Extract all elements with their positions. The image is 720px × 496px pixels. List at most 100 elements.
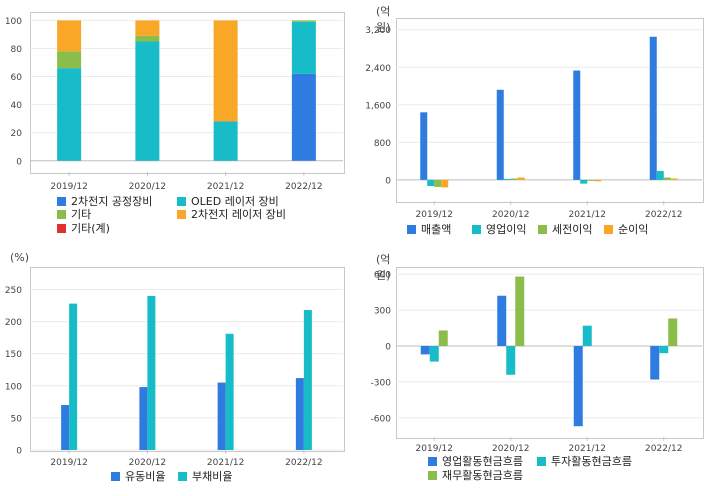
legend-swatch — [428, 471, 437, 480]
bar — [580, 179, 588, 184]
x-tick-label: 2020/12 — [492, 210, 529, 220]
bar — [497, 295, 507, 347]
bar — [663, 177, 671, 180]
legend-label: 재무활동현금흐름 — [442, 469, 523, 482]
legend-swatch — [177, 197, 186, 206]
y-tick-label: 0 — [16, 157, 22, 167]
legend-item: 매출액 — [407, 221, 451, 237]
bar — [225, 333, 234, 450]
bar — [135, 35, 160, 42]
legend-item: 기타 — [57, 206, 91, 222]
y-tick-label: 1,600 — [365, 101, 391, 111]
legend-item: 세전이익 — [538, 221, 592, 237]
bar — [135, 20, 160, 36]
bar — [668, 318, 678, 347]
legend-item: 투자활동현금흐름 — [537, 453, 632, 469]
bar — [650, 346, 660, 380]
legend-swatch — [177, 210, 186, 219]
legend-swatch — [111, 472, 120, 481]
ratio-chart: 0 50 100 150 200 250 2019/12 2020/12 2021/12 2022… — [5, 286, 343, 468]
bar — [429, 346, 439, 362]
unit-label: (%) — [10, 251, 30, 264]
x-tick-label: 2019/12 — [50, 458, 87, 468]
x-tick-label: 2020/12 — [129, 458, 166, 468]
legend-item: 유동비율 — [111, 468, 165, 484]
legend-label: 세전이익 — [552, 223, 593, 236]
bar — [515, 276, 525, 347]
bar — [295, 378, 304, 450]
bar — [670, 178, 678, 180]
bar — [57, 20, 82, 52]
x-tick-label: 2021/12 — [569, 444, 606, 454]
bar — [420, 112, 428, 180]
bar — [656, 170, 664, 180]
bar — [582, 325, 592, 347]
bar — [213, 121, 238, 161]
x-tick-label: 2021/12 — [207, 458, 244, 468]
legend-item: 재무활동현금흐름 — [428, 467, 523, 483]
x-tick-label: 2022/12 — [645, 444, 682, 454]
y-tick-label: -600 — [371, 414, 392, 424]
legend-item: 부채비율 — [178, 468, 232, 484]
bar — [496, 89, 504, 180]
bar — [573, 70, 581, 180]
legend-swatch — [428, 457, 437, 466]
bar — [441, 179, 449, 188]
legend-swatch — [57, 210, 66, 219]
income-chart: 0 800 1,600 2,400 3,200 2019/12 2020/12 2021/12… — [365, 26, 702, 220]
legend-swatch — [537, 457, 546, 466]
y-tick-label: -300 — [371, 378, 392, 388]
bar — [587, 179, 595, 181]
bar — [69, 303, 78, 450]
bar — [517, 177, 525, 180]
y-tick-label: 40 — [11, 101, 23, 111]
bar — [420, 346, 430, 355]
y-tick-label: 200 — [5, 318, 22, 328]
bar — [217, 382, 226, 450]
legend-item: 2차전지 공정장비 — [57, 193, 152, 209]
x-tick-label: 2019/12 — [50, 182, 87, 192]
y-tick-label: 50 — [11, 414, 23, 424]
legend-item: 영업활동현금흐름 — [428, 453, 523, 469]
bar — [506, 346, 516, 375]
bar — [291, 21, 316, 74]
bar — [61, 405, 70, 450]
bar — [438, 330, 448, 347]
legend-swatch — [407, 225, 416, 234]
bar — [135, 41, 160, 161]
bar — [503, 178, 511, 180]
y-tick-label: 100 — [5, 382, 22, 392]
y-tick-label: 0 — [385, 343, 391, 353]
bar — [291, 20, 316, 22]
y-tick-label: 300 — [374, 307, 391, 317]
y-tick-label: 80 — [11, 45, 23, 55]
legend-item: 2차전지 레이저 장비 — [177, 206, 286, 222]
bar — [649, 36, 657, 180]
legend-item: 기타(계) — [57, 220, 110, 236]
y-tick-label: 0 — [385, 176, 391, 186]
bar — [147, 295, 156, 450]
bar — [434, 179, 442, 187]
legend-label: 2차전지 레이저 장비 — [191, 208, 286, 221]
bar — [291, 73, 316, 161]
y-tick-label: 60 — [11, 73, 23, 83]
x-tick-label: 2022/12 — [285, 458, 322, 468]
y-tick-label: 3,200 — [365, 26, 391, 36]
legend-item: OLED 레이저 장비 — [177, 193, 279, 209]
legend-swatch — [57, 197, 66, 206]
unit-label: (억원) — [376, 253, 391, 282]
y-tick-label: 100 — [5, 17, 22, 27]
legend-label: OLED 레이저 장비 — [191, 195, 279, 208]
y-tick-label: 150 — [5, 350, 22, 360]
legend-item: 영업이익 — [472, 221, 526, 237]
legend-item: 순이익 — [604, 221, 648, 237]
legend-swatch — [57, 224, 66, 233]
plot-frame — [30, 267, 345, 452]
legend-label: 영업이익 — [486, 223, 527, 236]
bar — [594, 179, 602, 182]
y-tick-label: 20 — [11, 129, 23, 139]
legend-swatch — [178, 472, 187, 481]
bar — [659, 346, 669, 354]
bar — [427, 179, 435, 186]
legend-label: 순이익 — [618, 223, 649, 236]
